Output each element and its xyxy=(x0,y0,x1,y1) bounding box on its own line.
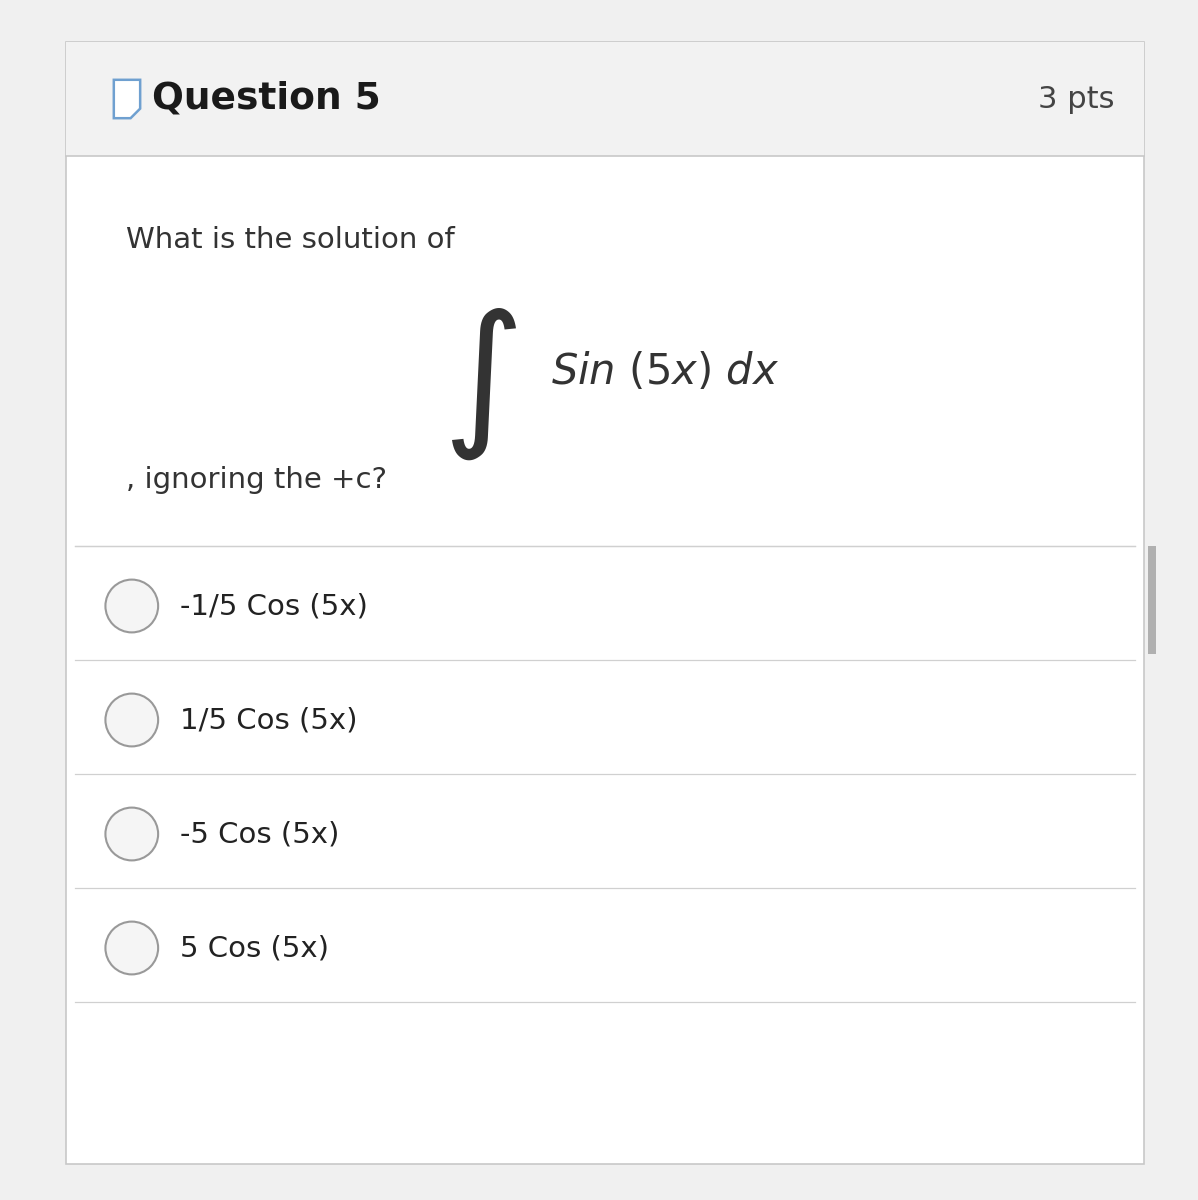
Polygon shape xyxy=(114,79,140,119)
Text: 5 Cos (5x): 5 Cos (5x) xyxy=(180,934,328,962)
Text: $\int$: $\int$ xyxy=(442,306,516,462)
Bar xyxy=(1148,546,1156,654)
Text: $\mathit{Sin}\ \mathit{(5x)}\ \mathit{dx}$: $\mathit{Sin}\ \mathit{(5x)}\ \mathit{dx… xyxy=(551,352,780,394)
Circle shape xyxy=(105,922,158,974)
Text: -5 Cos (5x): -5 Cos (5x) xyxy=(180,820,339,848)
Text: 3 pts: 3 pts xyxy=(1037,84,1114,114)
Text: 1/5 Cos (5x): 1/5 Cos (5x) xyxy=(180,706,357,734)
Text: -1/5 Cos (5x): -1/5 Cos (5x) xyxy=(180,592,368,620)
Text: Question 5: Question 5 xyxy=(152,80,381,116)
Circle shape xyxy=(105,694,158,746)
Text: , ignoring the +c?: , ignoring the +c? xyxy=(126,466,387,494)
Circle shape xyxy=(105,580,158,632)
Text: What is the solution of: What is the solution of xyxy=(126,226,454,254)
FancyBboxPatch shape xyxy=(66,42,1144,1164)
Bar xyxy=(66,42,1144,156)
Circle shape xyxy=(105,808,158,860)
